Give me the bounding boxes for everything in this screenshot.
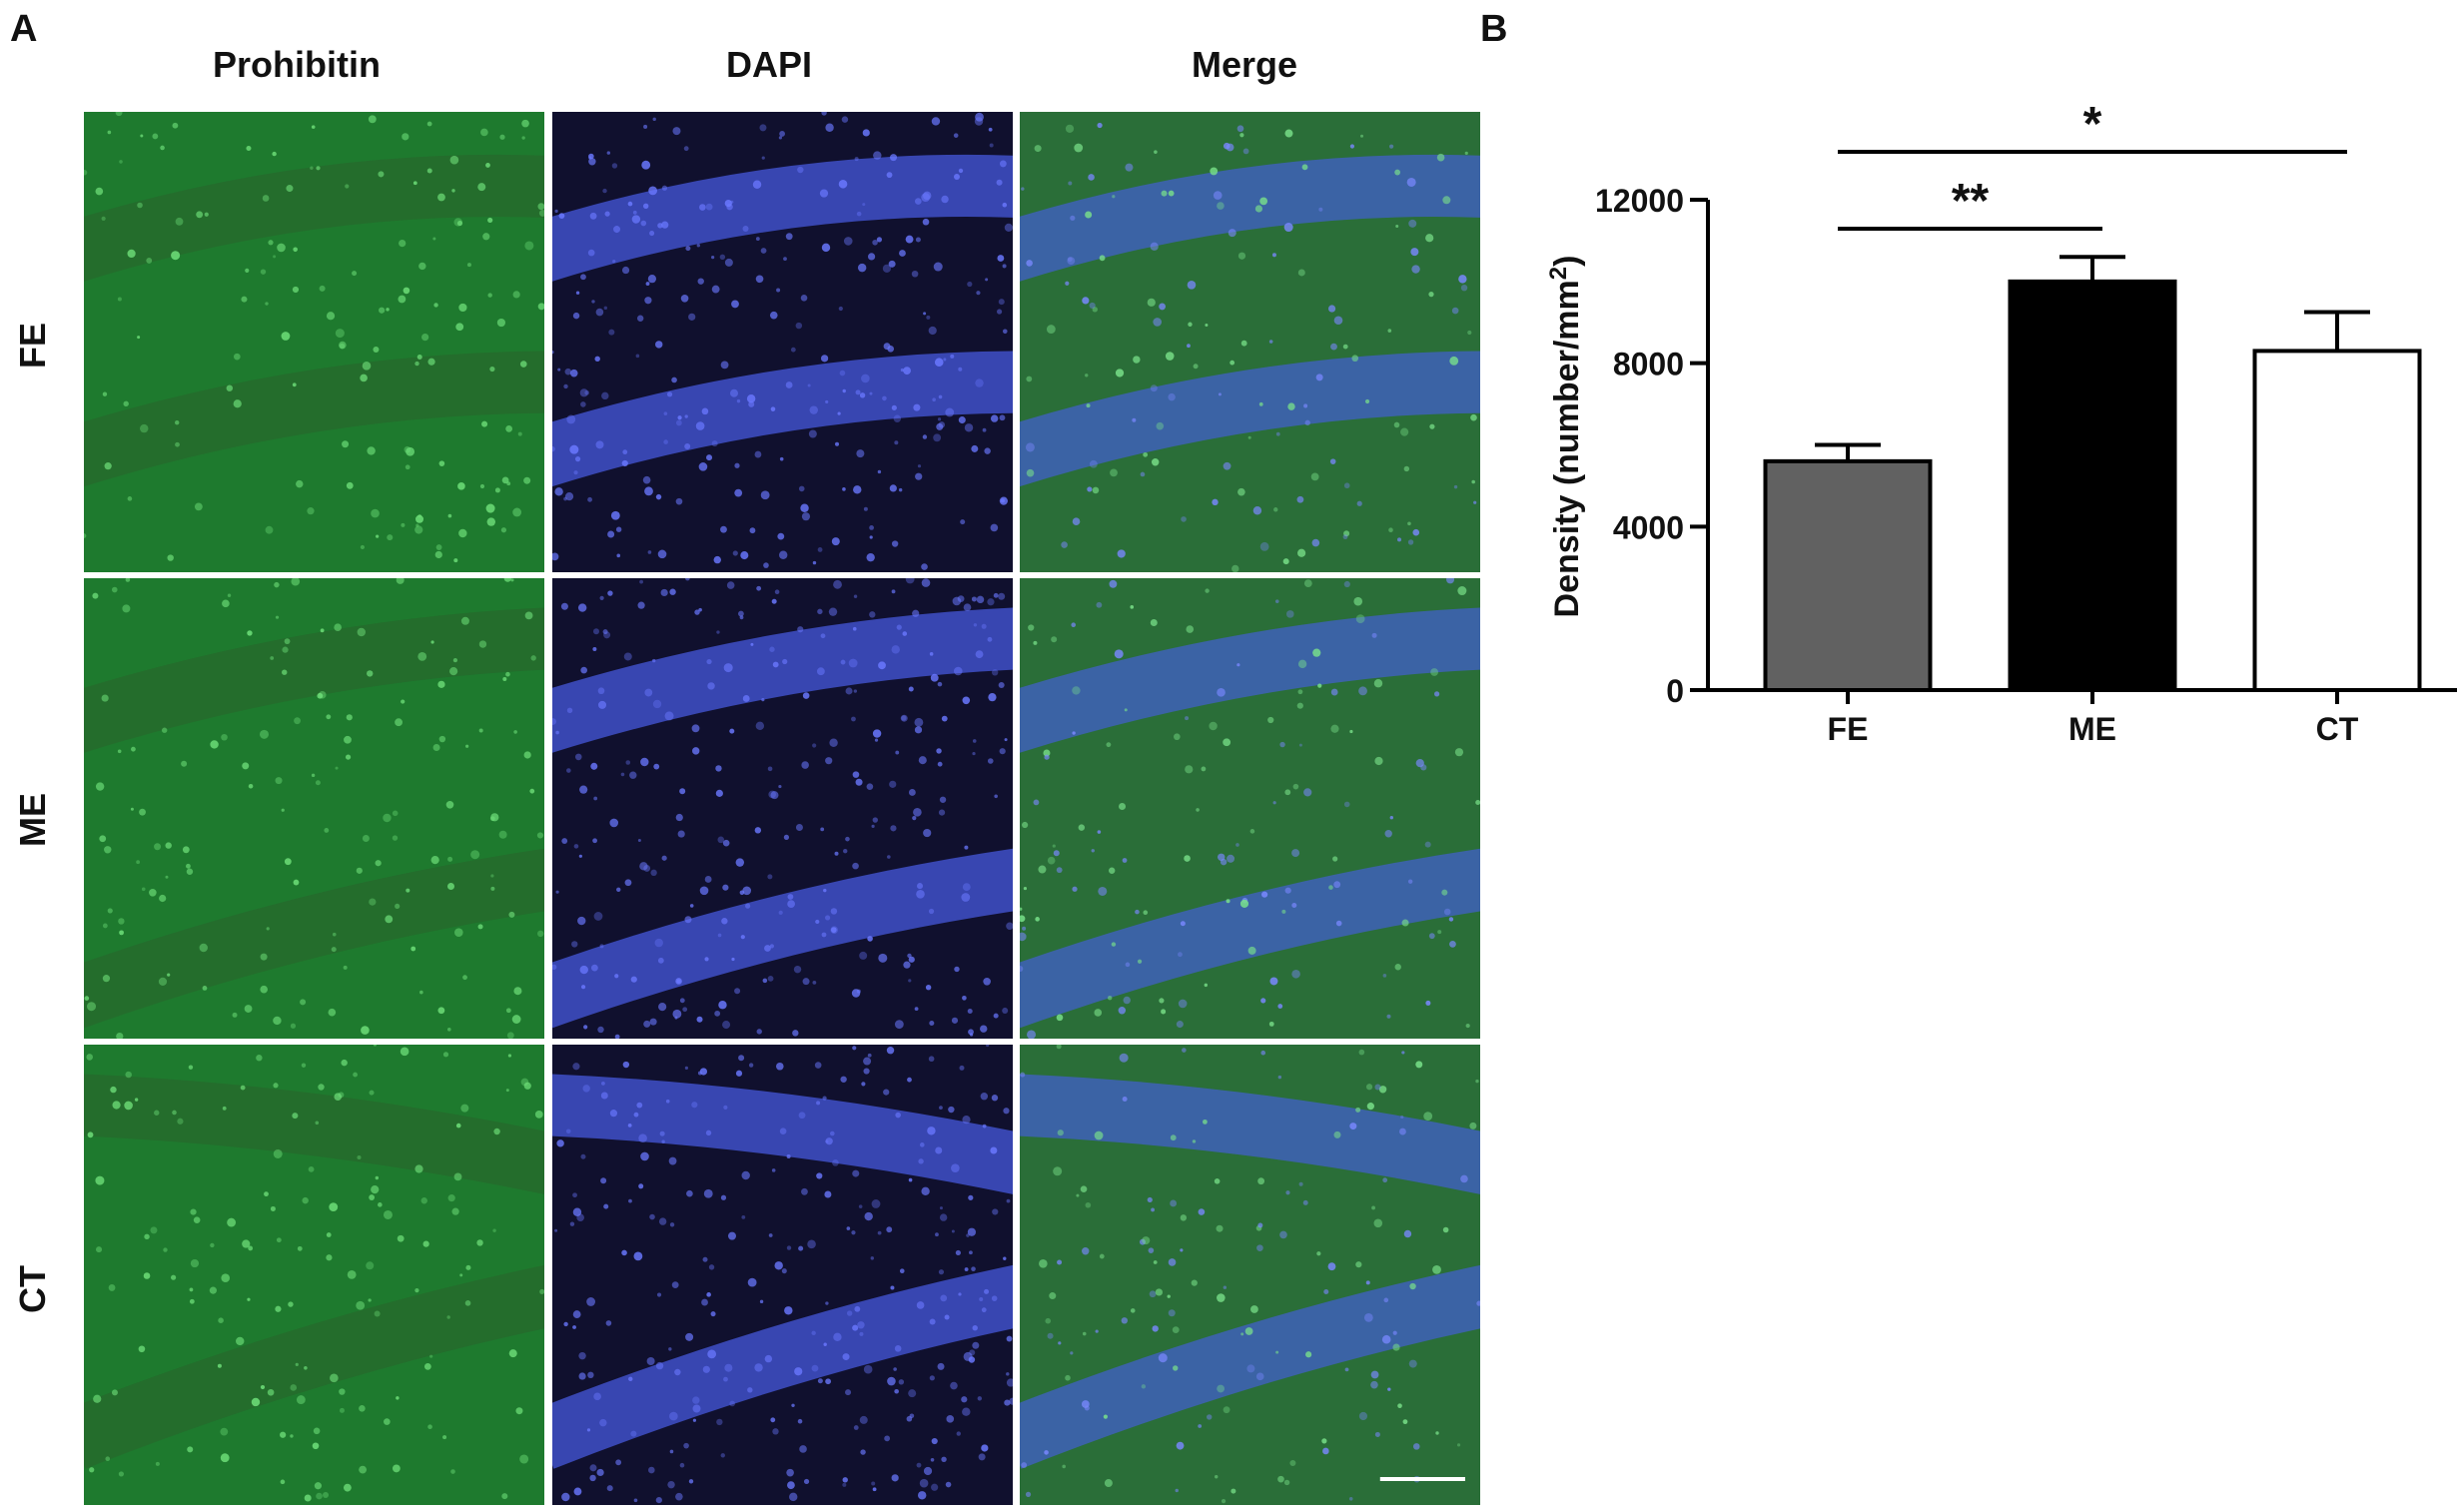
column-header-merge: Merge	[1191, 44, 1298, 85]
x-tick-label-fe: FE	[1828, 711, 1869, 747]
x-tick-label-ct: CT	[2316, 711, 2359, 747]
column-header-dapi: DAPI	[725, 44, 812, 85]
column-header-prohibitin: Prohibitin	[213, 44, 381, 85]
bar-ct	[2252, 349, 2422, 692]
row-label-fe: FE	[12, 323, 53, 370]
micrograph-me-dapi	[552, 578, 1013, 1039]
x-tick-label-me: ME	[2068, 711, 2116, 747]
panel-a-letter: A	[10, 8, 38, 50]
micrograph-ct-prohibitin	[84, 1045, 544, 1505]
panel-b-letter: B	[1480, 8, 1508, 50]
micrograph-me-merge	[1020, 578, 1480, 1039]
y-tick-label: 0	[1666, 673, 1684, 709]
y-tick-label: 4000	[1613, 509, 1684, 545]
y-axis-label: Density (number/mm2)	[1545, 256, 1586, 618]
micrograph-me-prohibitin	[84, 578, 544, 1039]
micrograph-fe-dapi	[552, 112, 1013, 572]
micrograph-fe-prohibitin	[84, 112, 544, 572]
significance-label: *	[2083, 98, 2102, 151]
row-label-ct: CT	[12, 1265, 53, 1313]
significance-label: **	[1952, 175, 1990, 228]
y-tick-label: 8000	[1613, 347, 1684, 382]
micrograph-ct-merge	[1020, 1045, 1480, 1505]
micrograph-fe-merge	[1020, 112, 1480, 572]
y-tick-label: 12000	[1595, 183, 1684, 219]
row-label-me: ME	[12, 793, 53, 847]
bar-fe	[1763, 458, 1933, 692]
micrograph-ct-dapi	[552, 1045, 1013, 1505]
bar-me	[2008, 279, 2177, 692]
